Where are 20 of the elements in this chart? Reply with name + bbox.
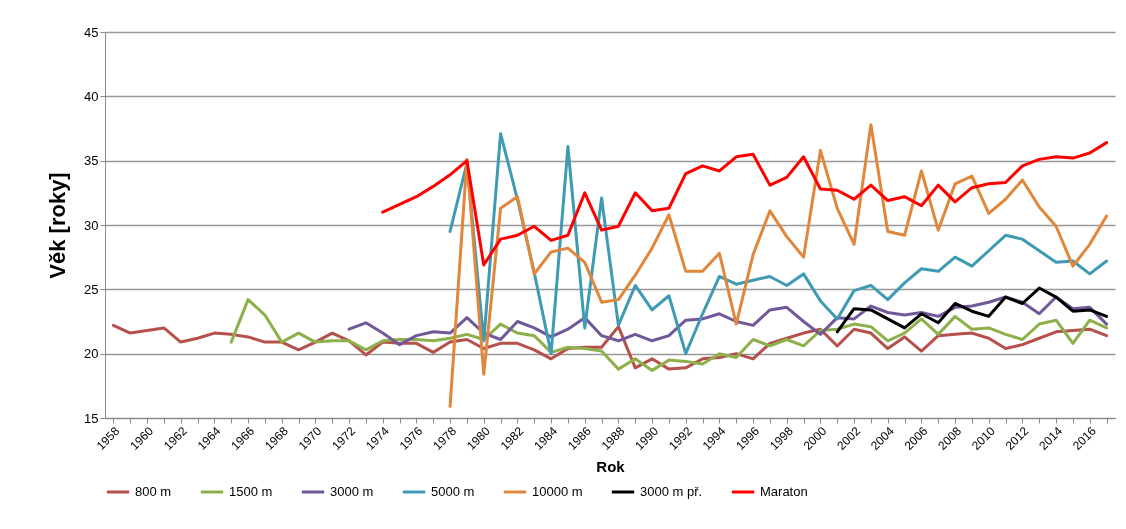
y-tick-label: 25 <box>84 281 99 297</box>
legend-label: 3000 m <box>330 484 374 499</box>
y-tick-label: 30 <box>84 217 99 233</box>
y-tick-label: 15 <box>84 410 99 426</box>
legend-label: 800 m <box>135 484 172 499</box>
x-axis-title: Rok <box>596 458 626 476</box>
line-series <box>229 298 1109 372</box>
legend-label: 10000 m <box>532 484 583 499</box>
y-axis-title: Věk [roky] <box>45 172 71 279</box>
y-tick-label: 35 <box>84 153 99 169</box>
legend-label: Maraton <box>760 484 808 499</box>
y-tick-label: 40 <box>84 88 99 104</box>
line-series <box>835 286 1109 334</box>
legend-label: 1500 m <box>229 484 273 499</box>
line-series <box>381 141 1109 267</box>
legend-label: 5000 m <box>431 484 475 499</box>
legend-label: 3000 m př. <box>640 484 703 499</box>
y-tick-label: 20 <box>84 346 99 362</box>
y-tick-label: 45 <box>84 24 99 40</box>
line-series <box>448 123 1109 408</box>
